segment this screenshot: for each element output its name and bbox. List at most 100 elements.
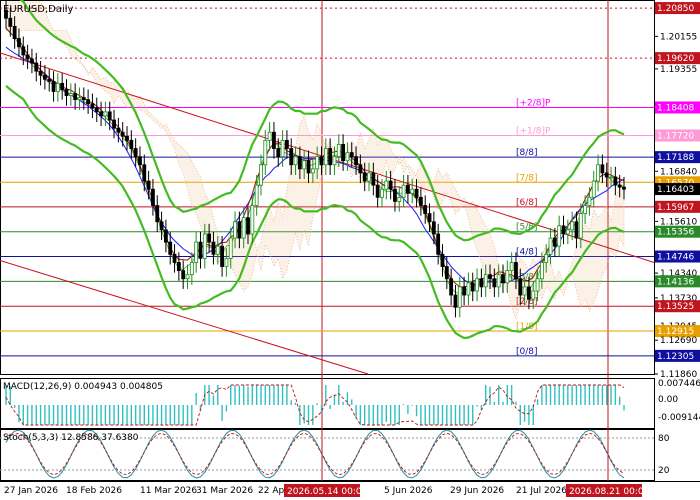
candle-body	[518, 278, 523, 296]
candle-body	[470, 282, 475, 292]
price-tick-label: 1.13730	[660, 294, 697, 304]
candle-body	[613, 176, 618, 186]
price-tick-label: 1.12690	[660, 336, 697, 346]
candle-body	[345, 152, 350, 162]
candle-body	[401, 184, 406, 198]
time-axis-label: 22 Apr	[258, 486, 288, 496]
murrey-label-1: [+1/8]P	[516, 126, 551, 136]
candle-body	[233, 221, 237, 239]
candle-body	[116, 127, 121, 133]
candle-body	[211, 241, 216, 255]
macd-axis-label: 0.007446	[658, 379, 700, 389]
candle-body	[164, 229, 168, 243]
candle-body	[224, 258, 229, 267]
candle-body	[406, 184, 410, 194]
candle-body	[466, 282, 471, 296]
candle-body	[622, 186, 626, 190]
candle-body	[64, 89, 69, 96]
candle-body	[527, 286, 531, 300]
candle-body	[246, 217, 250, 235]
candle-body	[444, 266, 449, 280]
candle-body	[319, 156, 324, 166]
stoch-label: Stoch(5,3,3) 12.8586 37.6380	[3, 433, 139, 443]
candle-body	[570, 221, 575, 231]
price-tag-bg	[655, 183, 700, 196]
time-axis-label: 18 Feb 2026	[66, 486, 122, 496]
price-tick-label: 1.11860	[660, 370, 697, 380]
candle-body	[168, 241, 173, 255]
candle-body	[535, 278, 540, 292]
price-tick-label: 1.20155	[660, 32, 697, 42]
macd-axis-label: 0.00	[658, 395, 678, 405]
candle-body	[55, 82, 60, 92]
murrey-label-7: [3/8]	[516, 272, 538, 282]
candle-body	[483, 274, 488, 288]
murrey-label-5: [5/8]	[516, 223, 538, 233]
price-tag-label: 1.12915	[657, 327, 694, 337]
candle-body	[341, 144, 345, 162]
time-axis-label: 31 Mar 2026	[196, 486, 253, 496]
candle-body	[410, 188, 415, 194]
candle-body	[496, 274, 501, 288]
candle-body	[323, 148, 328, 166]
candle-body	[393, 188, 397, 202]
candle-body	[12, 25, 17, 39]
candle-body	[280, 139, 285, 158]
candle-body	[68, 93, 73, 96]
main-panel-frame	[0, 0, 655, 375]
price-tag-bg	[655, 225, 700, 238]
price-tag-bg	[655, 129, 700, 142]
candle-body	[267, 131, 272, 141]
candle-body	[254, 184, 259, 206]
candle-body	[172, 253, 177, 263]
time-axis-label: 27 Jan 2026	[4, 486, 58, 496]
price-tick-label: 1.19355	[660, 65, 697, 75]
stoch-axis-label: 20	[658, 466, 670, 476]
candle-body	[306, 160, 311, 174]
stoch-axis-label: 80	[658, 434, 670, 444]
candle-body	[552, 237, 557, 247]
macd-axis-label: -0.009144	[658, 413, 700, 423]
candle-body	[349, 152, 354, 158]
murrey-label-6: [4/8]	[516, 248, 538, 258]
candle-body	[17, 38, 21, 48]
price-tag-bg	[655, 275, 700, 288]
candle-body	[4, 9, 8, 19]
candle-body	[362, 172, 367, 182]
candle-body	[289, 148, 294, 166]
bollinger-lower	[5, 84, 625, 340]
stoch-signal-line	[5, 432, 625, 476]
candle-body	[146, 180, 151, 190]
price-tag-label: 1.13525	[657, 302, 694, 312]
candle-body	[531, 290, 536, 300]
price-tag-label: 1.12305	[657, 352, 694, 362]
stoch-panel-frame	[0, 429, 655, 481]
price-tag-bg	[655, 101, 700, 114]
price-tag-bg	[655, 151, 700, 164]
candle-body	[202, 233, 207, 259]
price-tag-label: 1.16403	[657, 185, 694, 195]
candle-body	[488, 274, 492, 280]
murrey-label-9: [1/8]	[516, 322, 538, 332]
candle-body	[604, 172, 609, 178]
candle-body	[159, 221, 164, 231]
candle-body	[427, 213, 432, 223]
candle-body	[73, 93, 78, 101]
candle-body	[315, 156, 320, 170]
time-highlight-bg	[566, 484, 642, 497]
candle-body	[514, 262, 518, 280]
candle-body	[176, 262, 181, 272]
candle-body	[142, 164, 147, 182]
candle-body	[133, 148, 138, 158]
candle-body	[60, 82, 65, 90]
candle-body	[138, 156, 142, 166]
price-tag-bg	[655, 300, 700, 313]
candle-body	[436, 233, 441, 255]
candle-body	[557, 225, 562, 247]
candle-body	[475, 278, 479, 292]
candle-body	[310, 168, 315, 174]
macd-panel-frame	[0, 378, 655, 429]
price-tag-bg	[655, 349, 700, 362]
candle-body	[544, 253, 549, 263]
